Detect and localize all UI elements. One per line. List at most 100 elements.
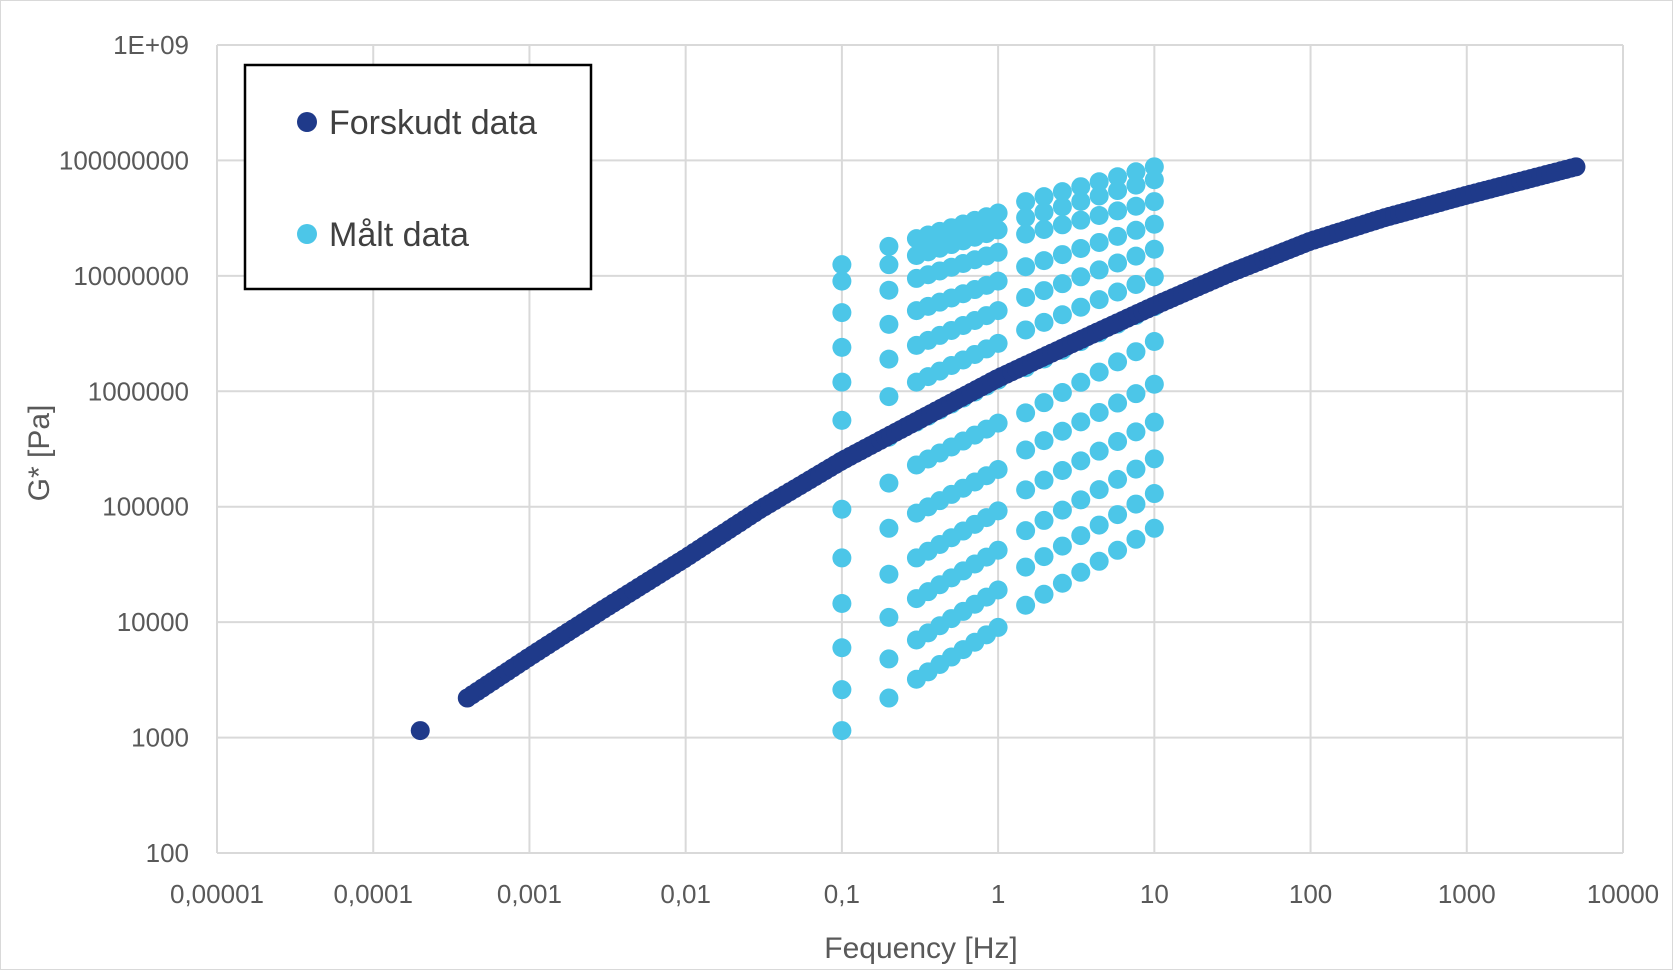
malt-data-point bbox=[1016, 595, 1036, 615]
malt-data-point bbox=[988, 413, 1008, 433]
malt-data-point bbox=[1126, 384, 1146, 404]
malt-data-point bbox=[1089, 290, 1109, 310]
malt-data-point bbox=[1052, 573, 1072, 593]
malt-data-point bbox=[1144, 267, 1164, 287]
malt-data-point bbox=[1071, 526, 1091, 546]
malt-data-point bbox=[1071, 177, 1091, 197]
malt-data-point bbox=[1108, 352, 1128, 372]
malt-data-point bbox=[1089, 206, 1109, 226]
malt-data-point bbox=[879, 236, 899, 256]
malt-data-point bbox=[879, 255, 899, 275]
legend: Forskudt data Målt data bbox=[243, 63, 593, 291]
malt-data-point bbox=[1108, 505, 1128, 525]
malt-data-point bbox=[832, 680, 852, 700]
malt-data-point bbox=[988, 220, 1008, 240]
x-tick-label: 0,1 bbox=[824, 879, 860, 909]
y-tick-label: 100000000 bbox=[59, 145, 189, 175]
malt-data-point bbox=[1071, 297, 1091, 317]
malt-data-point bbox=[1034, 281, 1054, 301]
malt-data-point bbox=[832, 271, 852, 291]
malt-data-point bbox=[1016, 257, 1036, 277]
malt-data-point bbox=[1052, 461, 1072, 481]
malt-data-point bbox=[1016, 192, 1036, 212]
malt-data-point bbox=[879, 688, 899, 708]
malt-data-point bbox=[1126, 342, 1146, 362]
malt-data-point bbox=[832, 337, 852, 357]
malt-data-point bbox=[1144, 214, 1164, 234]
malt-data-point bbox=[1144, 192, 1164, 212]
malt-data-point bbox=[1144, 518, 1164, 538]
malt-data-point bbox=[1108, 201, 1128, 221]
malt-data-point bbox=[1071, 267, 1091, 287]
x-tick-label: 10000 bbox=[1587, 879, 1659, 909]
malt-data-point bbox=[1052, 382, 1072, 402]
legend-label-malt: Målt data bbox=[329, 216, 469, 254]
malt-data-point bbox=[1016, 208, 1036, 228]
malt-data-point bbox=[1071, 412, 1091, 432]
malt-data-point bbox=[832, 721, 852, 741]
malt-data-point bbox=[1126, 274, 1146, 294]
malt-data-point bbox=[988, 301, 1008, 321]
malt-data-point bbox=[1089, 232, 1109, 252]
x-tick-label: 1000 bbox=[1438, 879, 1496, 909]
x-axis-title: Fequency [Hz] bbox=[824, 932, 1017, 965]
malt-data-point bbox=[1126, 196, 1146, 216]
x-tick-label: 0,001 bbox=[497, 879, 562, 909]
malt-data-point bbox=[1034, 510, 1054, 530]
malt-data-point bbox=[1016, 557, 1036, 577]
malt-data-point bbox=[832, 303, 852, 323]
data-points bbox=[410, 157, 1586, 741]
malt-data-point bbox=[1016, 224, 1036, 244]
malt-data-point bbox=[1071, 372, 1091, 392]
malt-data-point bbox=[1016, 287, 1036, 307]
malt-data-point bbox=[1108, 282, 1128, 302]
malt-data-point bbox=[879, 314, 899, 334]
malt-data-point bbox=[1034, 547, 1054, 567]
malt-data-point bbox=[988, 501, 1008, 521]
malt-data-point bbox=[988, 617, 1008, 637]
malt-data-point bbox=[832, 638, 852, 658]
legend-box bbox=[243, 63, 593, 291]
legend-label-forskudt: Forskudt data bbox=[329, 104, 537, 142]
malt-data-point bbox=[1071, 191, 1091, 211]
malt-data-point bbox=[1034, 219, 1054, 239]
malt-data-point bbox=[1089, 362, 1109, 382]
malt-data-point bbox=[832, 410, 852, 430]
malt-data-point bbox=[1089, 480, 1109, 500]
malt-data-point bbox=[1144, 331, 1164, 351]
malt-data-point bbox=[1108, 469, 1128, 489]
x-tick-label: 0,00001 bbox=[170, 879, 264, 909]
malt-data-point bbox=[1034, 431, 1054, 451]
malt-data-point bbox=[1071, 451, 1091, 471]
malt-data-point bbox=[1052, 245, 1072, 265]
malt-data-point bbox=[1126, 162, 1146, 182]
malt-data-point bbox=[1108, 540, 1128, 560]
malt-data-point bbox=[1144, 484, 1164, 504]
x-tick-label: 0,0001 bbox=[333, 879, 413, 909]
malt-data-point bbox=[879, 564, 899, 584]
malt-data-point bbox=[1089, 260, 1109, 280]
malt-data-point bbox=[1052, 536, 1072, 556]
y-tick-label: 10000000 bbox=[73, 261, 189, 291]
malt-data-point bbox=[1052, 421, 1072, 441]
malt-data-point bbox=[1052, 182, 1072, 202]
y-tick-label: 100 bbox=[146, 838, 189, 868]
malt-data-point bbox=[1144, 239, 1164, 259]
malt-data-point bbox=[1016, 403, 1036, 423]
malt-data-point bbox=[1108, 253, 1128, 273]
malt-data-point bbox=[1052, 197, 1072, 217]
malt-data-point bbox=[1089, 186, 1109, 206]
x-tick-label: 1 bbox=[991, 879, 1005, 909]
malt-data-point bbox=[1126, 220, 1146, 240]
malt-data-point bbox=[879, 280, 899, 300]
malt-data-point bbox=[1126, 529, 1146, 549]
malt-data-point bbox=[1144, 157, 1164, 177]
malt-data-point bbox=[1016, 480, 1036, 500]
malt-data-point bbox=[988, 580, 1008, 600]
malt-data-point bbox=[1016, 440, 1036, 460]
malt-data-point bbox=[1126, 246, 1146, 266]
malt-data-point bbox=[1034, 251, 1054, 271]
malt-data-point bbox=[1126, 422, 1146, 442]
